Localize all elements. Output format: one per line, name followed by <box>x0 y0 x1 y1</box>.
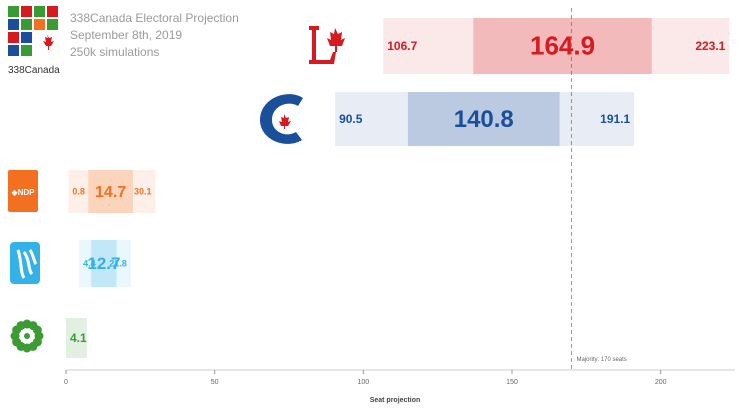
interquartile-bar <box>88 170 133 213</box>
green-petal <box>32 325 42 335</box>
chart-simulations: 250k simulations <box>70 45 160 59</box>
x-tick-label: 0 <box>64 379 68 386</box>
logo-square <box>8 32 19 43</box>
majority-label: Majority: 170 seats <box>576 357 626 363</box>
logo-square <box>47 6 58 17</box>
bar-ndp: 0.8 30.1 14.7 <box>68 170 156 213</box>
bloc-logo-icon <box>10 242 40 284</box>
high-label: 21.8 <box>109 259 127 269</box>
logo-square <box>8 19 19 30</box>
x-axis-label: Seat projection <box>370 397 421 404</box>
interquartile-bar <box>91 240 117 287</box>
logo-square <box>21 19 32 30</box>
bar-gpc: 4.1 <box>66 318 87 358</box>
x-tick-label: 200 <box>655 379 667 386</box>
range-bar <box>383 18 730 74</box>
range-bar <box>68 170 156 213</box>
chart-date: September 8th, 2019 <box>70 28 183 42</box>
chart-header: 338Canada Electoral Projection September… <box>70 10 239 61</box>
bar-bq: 4.4 21.812.7 <box>79 240 131 287</box>
interquartile-bar <box>473 18 652 74</box>
high-label: 223.1 <box>695 39 725 53</box>
logo-square <box>21 6 32 17</box>
low-label: 106.7 <box>387 39 417 53</box>
liberal-l-shape <box>309 26 336 64</box>
brand-name: 338Canada <box>8 65 60 76</box>
ndp-wordmark: ◆NDP <box>11 188 35 197</box>
high-label: 30.1 <box>134 187 152 197</box>
range-bar <box>335 92 635 146</box>
high-label: 191.1 <box>600 112 630 126</box>
ndp-square <box>8 170 38 212</box>
brand-logo: 338Canada <box>8 6 68 76</box>
logo-square <box>34 6 45 17</box>
low-label: 0.8 <box>72 187 85 197</box>
maple-leaf-icon <box>327 28 345 52</box>
logo-square <box>47 19 58 30</box>
value-label: 140.8 <box>454 106 514 133</box>
value-label: 12.7 <box>87 254 120 273</box>
bloc-stroke <box>16 249 38 279</box>
chart-title: 338Canada Electoral Projection <box>70 11 239 25</box>
logo-square <box>21 45 32 56</box>
maple-leaf-icon <box>43 34 54 50</box>
logo-square <box>34 19 45 30</box>
conservative-c-shape <box>260 94 303 144</box>
x-tick-label: 100 <box>357 379 369 386</box>
range-bar <box>79 240 131 287</box>
liberal-logo-icon <box>309 26 345 64</box>
green-logo-icon <box>10 319 44 353</box>
interquartile-bar <box>407 92 560 146</box>
bar-cpc: 90.5 191.1 140.8 <box>335 92 635 146</box>
bar-lpc: 106.7 223.1 164.9 <box>383 18 730 74</box>
logo-square <box>8 6 19 17</box>
low-label: 4.4 <box>83 259 96 269</box>
logo-square <box>8 45 19 56</box>
green-core <box>24 333 30 339</box>
value-label: 164.9 <box>530 31 595 61</box>
x-tick-label: 50 <box>211 379 219 386</box>
ndp-logo-icon: ◆NDP <box>8 170 38 212</box>
maple-leaf-icon <box>279 114 291 129</box>
conservative-logo-icon <box>260 94 303 144</box>
logo-square <box>21 32 32 43</box>
value-label: 4.1 <box>70 331 87 345</box>
low-label: 90.5 <box>339 112 363 126</box>
x-tick-label: 150 <box>506 379 518 386</box>
338-grid-icon <box>8 6 58 56</box>
value-label: 14.7 <box>95 184 126 201</box>
range-bar <box>66 318 87 358</box>
